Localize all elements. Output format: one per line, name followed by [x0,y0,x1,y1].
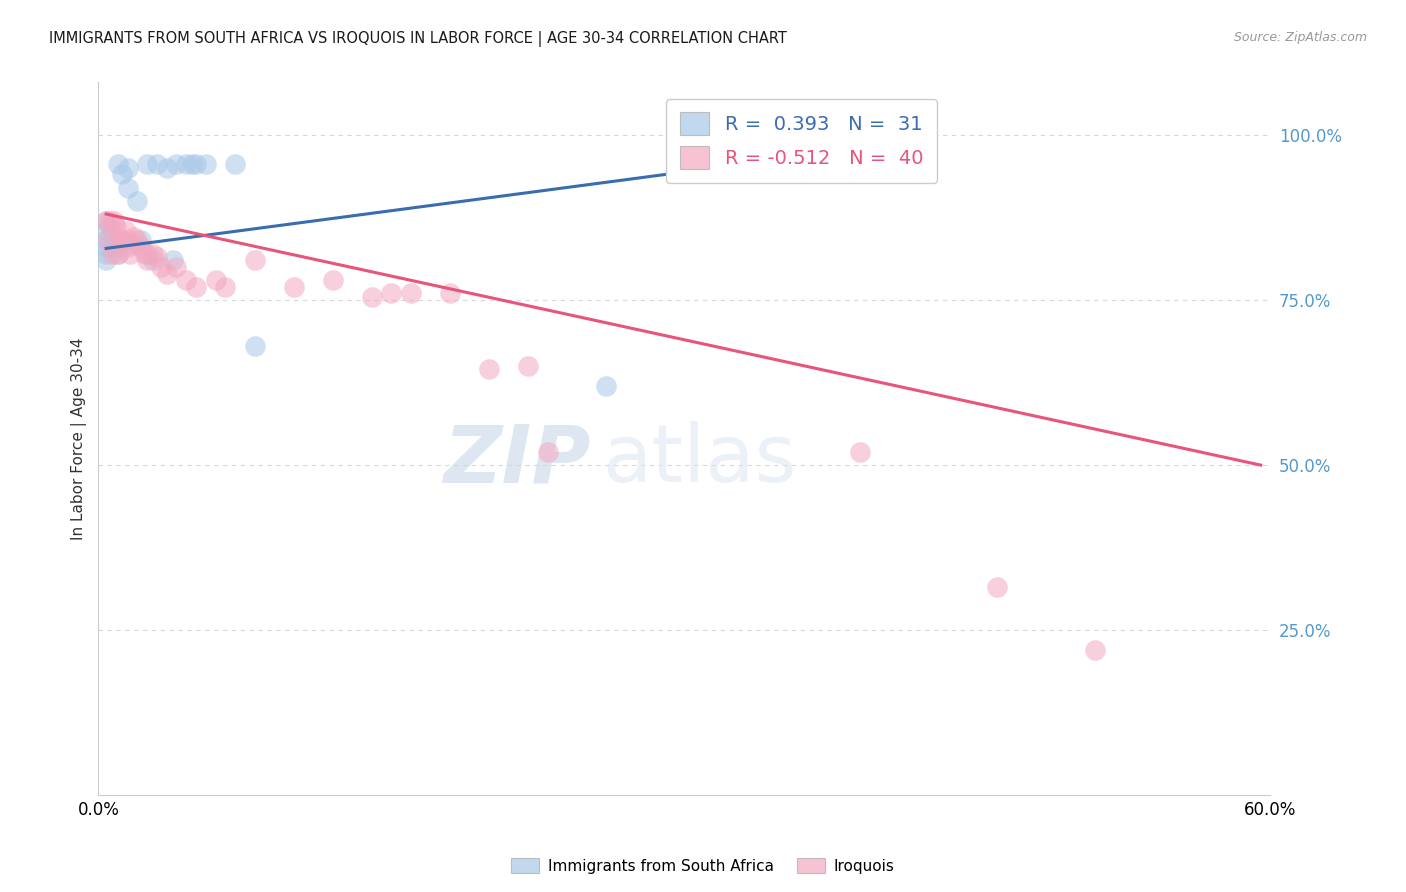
Point [146,157,169,171]
Point [131,240,153,254]
Point [136,253,159,268]
Point [107,246,129,260]
Point [478,362,501,376]
Point [439,286,461,301]
Point [156,267,179,281]
Point [107,157,129,171]
Point [107,230,129,244]
Point [380,286,402,301]
Point [537,445,560,459]
Point [136,246,159,260]
Point [1084,643,1107,657]
Point [111,168,134,182]
Point [114,223,136,237]
Text: atlas: atlas [602,421,797,500]
Point [174,273,197,287]
Point [204,273,226,287]
Point [131,234,153,248]
Point [184,279,207,293]
Point [360,290,382,304]
Point [103,236,125,251]
Text: ZIP: ZIP [443,421,591,500]
Point [122,230,145,244]
Point [142,253,165,268]
Point [117,180,139,194]
Point [194,157,217,171]
Point [156,161,179,175]
Point [243,253,266,268]
Point [97,234,120,248]
Point [96,213,118,227]
Point [96,240,118,254]
Point [96,246,118,260]
Y-axis label: In Labor Force | Age 30-34: In Labor Force | Age 30-34 [72,337,87,540]
Point [181,157,204,171]
Point [111,234,134,248]
Point [166,157,188,171]
Point [118,246,141,260]
Point [136,157,159,171]
Point [214,279,236,293]
Point [98,220,121,235]
Point [117,234,139,248]
Text: IMMIGRANTS FROM SOUTH AFRICA VS IROQUOIS IN LABOR FORCE | AGE 30-34 CORRELATION : IMMIGRANTS FROM SOUTH AFRICA VS IROQUOIS… [49,31,787,47]
Point [96,213,118,227]
Point [166,260,188,274]
Point [399,286,422,301]
Point [104,220,127,235]
Text: Source: ZipAtlas.com: Source: ZipAtlas.com [1233,31,1367,45]
Point [107,246,129,260]
Point [142,246,165,260]
Point [595,379,617,393]
Point [96,253,118,268]
Legend: R =  0.393   N =  31, R = -0.512   N =  40: R = 0.393 N = 31, R = -0.512 N = 40 [666,99,936,183]
Point [162,253,184,268]
Point [184,157,207,171]
Point [322,273,344,287]
Point [849,445,872,459]
Legend: Immigrants from South Africa, Iroquois: Immigrants from South Africa, Iroquois [505,852,901,880]
Point [103,213,125,227]
Point [117,240,139,254]
Point [283,279,305,293]
Point [101,246,124,260]
Point [146,250,169,264]
Point [122,236,145,251]
Point [149,260,172,274]
Point [96,223,118,237]
Point [517,359,540,373]
Point [986,580,1008,594]
Point [127,234,149,248]
Point [134,246,156,260]
Point [107,240,129,254]
Point [224,157,246,171]
Point [174,157,197,171]
Point [243,339,266,353]
Point [98,213,121,227]
Point [96,234,118,248]
Point [127,194,149,208]
Point [117,161,139,175]
